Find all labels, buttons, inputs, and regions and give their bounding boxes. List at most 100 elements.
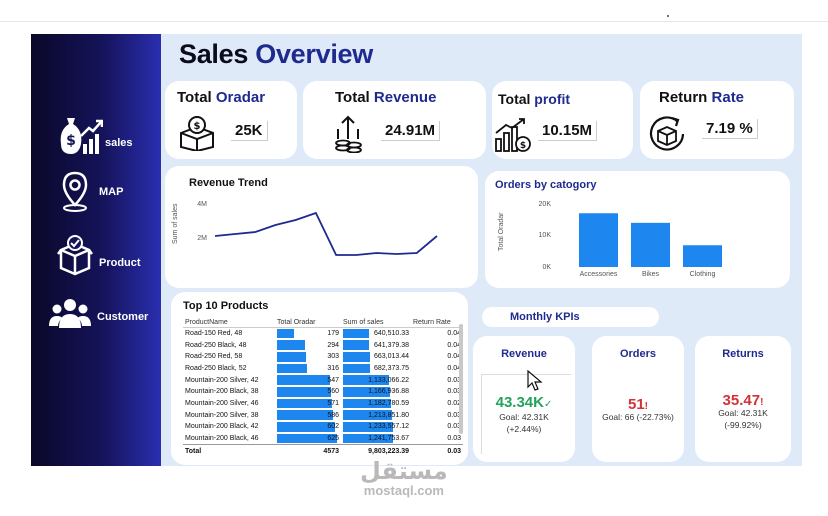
product-box-icon	[57, 235, 93, 276]
nav-label: Product	[99, 257, 141, 269]
sales-bar	[343, 363, 371, 374]
nav-label: Customer	[97, 311, 149, 323]
sales-bar	[343, 386, 391, 397]
coins-growth-icon	[335, 115, 362, 153]
orders-cell: 294	[275, 339, 341, 351]
kpi-title: Total profit	[498, 91, 571, 107]
kpi-delta: (-99.92%)	[724, 420, 762, 430]
y-axis-label: Sum of sales	[172, 203, 179, 244]
product-name: Road-150 Red, 48	[185, 330, 243, 338]
kpi-title: Total Revenue	[335, 89, 437, 106]
bar-accessories[interactable]	[579, 213, 618, 267]
y-tick-label: 10K	[539, 232, 552, 239]
svg-text:$: $	[520, 141, 526, 151]
sales-cell: 641,379.38	[341, 339, 411, 351]
y-axis-label: Total Oradar	[498, 212, 505, 251]
sales-cell: 682,373.75	[341, 363, 411, 375]
nav-label: sales	[105, 137, 133, 149]
return-box-icon	[649, 116, 685, 151]
nav-item-map[interactable]: MAP	[61, 171, 123, 213]
table-scrollbar[interactable]	[459, 324, 463, 434]
column-header[interactable]: Return Rate	[411, 318, 463, 328]
table-row[interactable]: Road-250 Black, 48 294 641,379.38 0.04	[183, 339, 463, 351]
kpi-goal: Goal: 66 (-22.73%)	[602, 412, 674, 422]
menu-dot-icon[interactable]	[667, 15, 669, 17]
product-name: Mountain-200 Black, 38	[185, 388, 259, 396]
table-title: Top 10 Products	[183, 300, 269, 312]
orders-cell: 547	[275, 374, 341, 386]
orders-cell: 303	[275, 351, 341, 363]
kpi-title: Returns	[722, 348, 764, 360]
return-rate-cell: 0.04	[447, 364, 461, 372]
sales-bar	[343, 375, 389, 385]
table-row[interactable]: Mountain-200 Black, 46 625 1,241,753.67 0.0…	[183, 433, 463, 445]
nav-label: MAP	[99, 186, 124, 198]
column-header[interactable]: Sum of sales	[341, 318, 411, 328]
column-header[interactable]: Total Oradar	[275, 318, 341, 328]
money-bag-chart-icon: $	[60, 118, 103, 154]
table-row[interactable]: Road-250 Red, 58 303 663,013.44 0.04	[183, 351, 463, 363]
orders-by-category-chart: Total Oradar 20K 10K 0K Accessories Bikes…	[498, 201, 722, 278]
nav-item-sales[interactable]: $ sales	[59, 114, 137, 156]
product-name: Road-250 Black, 52	[185, 364, 247, 372]
kpi-title: Revenue	[501, 348, 547, 360]
kpi-value: 51!	[627, 396, 649, 413]
kpi-goal: Goal: 42.31K	[718, 408, 768, 418]
table-row[interactable]: Road-150 Red, 48 179 640,510.33 0.04	[183, 328, 463, 340]
kpi-card-monthly-returns: Returns 35.47! Goal: 42.31K (-99.92%)	[695, 336, 791, 462]
orders-bar	[277, 422, 336, 432]
sales-cell: 1,133,066.22	[341, 374, 411, 386]
revenue-trend-card: Revenue Trend Sum of sales 4M 2M January…	[165, 166, 478, 288]
sales-bar	[343, 329, 369, 339]
bar-bikes[interactable]	[631, 222, 670, 267]
table-row[interactable]: Mountain-200 Silver, 38 586 1,213,851.80 0.…	[183, 409, 463, 421]
sales-cell: 1,213,851.80	[341, 409, 411, 421]
orders-cell: 316	[275, 363, 341, 375]
x-tick-label: Accessories	[580, 271, 618, 278]
table-row[interactable]: Mountain-200 Black, 38 560 1,166,936.88 0.0…	[183, 386, 463, 398]
column-header[interactable]: ProductName	[183, 318, 275, 328]
kpi-card-total-revenue: Total Revenue 24.91M	[303, 81, 486, 159]
return-rate-cell: 0.03	[447, 434, 461, 442]
kpi-delta: (+2.44%)	[506, 424, 542, 434]
top-products-card: Top 10 Products ProductName Total Oradar…	[171, 292, 468, 465]
kpi-value: 24.91M	[381, 121, 441, 141]
bar-chart-dollar-icon: $	[495, 118, 531, 152]
orders-bar	[277, 375, 330, 385]
table-row[interactable]: Road-250 Black, 52 316 682,373.75 0.04	[183, 363, 463, 375]
kpi-visual-box	[481, 374, 571, 454]
product-name: Road-250 Red, 58	[185, 353, 243, 361]
product-name: Mountain-200 Silver, 46	[185, 399, 259, 407]
customers-icon	[49, 299, 91, 328]
nav-item-customer[interactable]: Customer	[49, 296, 148, 330]
y-tick-label: 0K	[542, 264, 551, 271]
orders-cell: 571	[275, 398, 341, 410]
table-row[interactable]: Mountain-200 Silver, 46 571 1,182,780.59 0.…	[183, 398, 463, 410]
page-title: Sales Overview	[179, 39, 373, 69]
section-title: Monthly KPIs	[510, 311, 580, 323]
table-row[interactable]: Mountain-200 Silver, 42 547 1,133,066.22 0.…	[183, 374, 463, 386]
product-name: Mountain-200 Silver, 38	[185, 411, 259, 419]
orders-cell: 625	[275, 433, 341, 445]
sales-cell: 1,182,780.59	[341, 398, 411, 410]
sales-cell: 1,166,936.88	[341, 386, 411, 398]
dashboard-canvas: $ sales MAP Product	[31, 34, 802, 466]
kpi-card-return-rate: Return Rate 7.19 %	[640, 81, 794, 159]
return-rate-cell: 0.03	[447, 376, 461, 384]
return-rate-cell: 0.04	[447, 341, 461, 349]
monthly-kpis-header: Monthly KPIs	[482, 307, 659, 327]
return-rate-cell: 0.03	[447, 411, 461, 419]
bar-clothing[interactable]	[683, 245, 722, 267]
watermark-arabic: مستقل	[360, 457, 448, 485]
revenue-trend-chart: Sum of sales 4M 2M JanuaryFebruaryMarchA…	[172, 201, 438, 288]
orders-by-category-card: Orders by catogory Total Oradar 20K 10K …	[485, 171, 790, 288]
sales-bar	[343, 351, 370, 362]
table-row[interactable]: Mountain-200 Black, 42 602 1,233,557.12 0.0…	[183, 421, 463, 433]
top-products-table: ProductName Total Oradar Sum of sales Re…	[183, 318, 463, 457]
kpi-title: Return Rate	[659, 89, 745, 106]
return-rate-cell: 0.03	[447, 423, 461, 431]
nav-item-product[interactable]: Product	[57, 234, 141, 276]
x-tick-label: Clothing	[690, 271, 716, 278]
orders-bar	[277, 363, 308, 374]
watermark-latin: mostaql.com	[363, 483, 444, 498]
